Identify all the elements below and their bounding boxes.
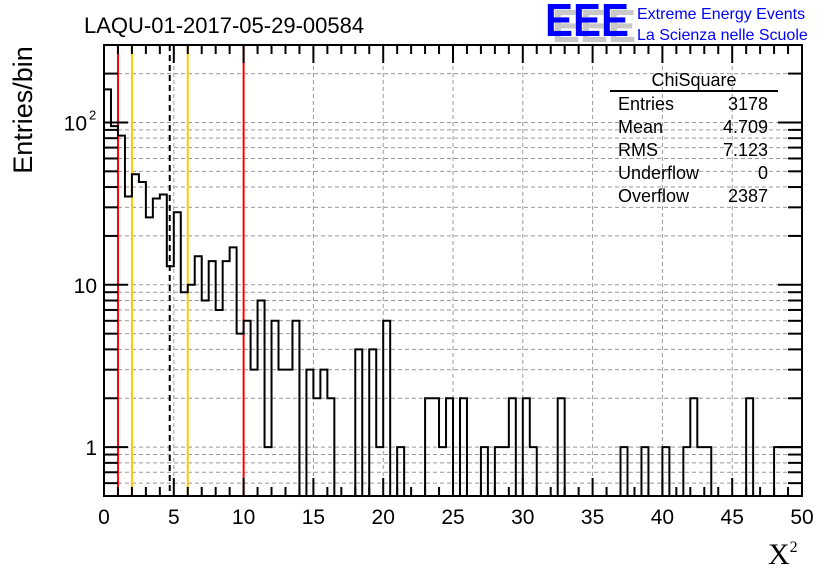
stats-label: RMS bbox=[618, 140, 658, 160]
y-tick-label: 10 bbox=[64, 112, 87, 135]
stats-value: 7.123 bbox=[723, 140, 768, 160]
stats-label: Entries bbox=[618, 94, 674, 114]
x-tick-labels: 0 5 10 15 20 25 30 35 40 45 50 bbox=[98, 506, 814, 529]
x-tick-label: 40 bbox=[651, 506, 674, 529]
stats-value: 4.709 bbox=[723, 117, 768, 137]
x-tick-label: 45 bbox=[721, 506, 744, 529]
grid bbox=[104, 44, 802, 497]
x-tick-label: 25 bbox=[441, 506, 464, 529]
x-tick-label: 50 bbox=[790, 506, 813, 529]
x-tick-label: 35 bbox=[581, 506, 604, 529]
x-tick-label: 0 bbox=[98, 506, 110, 529]
logo-eee: EEE bbox=[545, 0, 629, 46]
chart-title: LAQU-01-2017-05-29-00584 bbox=[84, 13, 364, 38]
y-tick-label-exponent: 2 bbox=[89, 107, 96, 122]
x-tick-label: 30 bbox=[511, 506, 534, 529]
y-axis-label: Entries/bin bbox=[8, 46, 38, 174]
logo-line2: La Scienza nelle Scuole bbox=[637, 27, 808, 44]
axis-ticks bbox=[103, 44, 803, 497]
x-tick-label: 10 bbox=[232, 506, 255, 529]
y-tick-label: 1 bbox=[85, 437, 97, 460]
stats-value: 2387 bbox=[728, 186, 768, 206]
stats-label: Mean bbox=[618, 117, 663, 137]
stats-value: 0 bbox=[758, 163, 768, 183]
stats-label: Overflow bbox=[618, 186, 690, 206]
logo-line1: Extreme Energy Events bbox=[637, 6, 805, 23]
x-tick-label: 20 bbox=[372, 506, 395, 529]
x-tick-label: 15 bbox=[302, 506, 325, 529]
stats-box: ChiSquare Entries 3178 Mean 4.709 RMS 7.123 Un… bbox=[610, 70, 778, 206]
stats-label: Underflow bbox=[618, 163, 700, 183]
marker-lines bbox=[116, 45, 245, 496]
stats-value: 3178 bbox=[728, 94, 768, 114]
stats-title: ChiSquare bbox=[651, 70, 736, 90]
x-axis-label: X2 bbox=[768, 538, 798, 571]
y-tick-label: 10 bbox=[74, 275, 97, 298]
x-tick-label: 5 bbox=[168, 506, 180, 529]
eee-logo: EEE Extreme Energy Events La Scienza nel… bbox=[545, 0, 808, 46]
